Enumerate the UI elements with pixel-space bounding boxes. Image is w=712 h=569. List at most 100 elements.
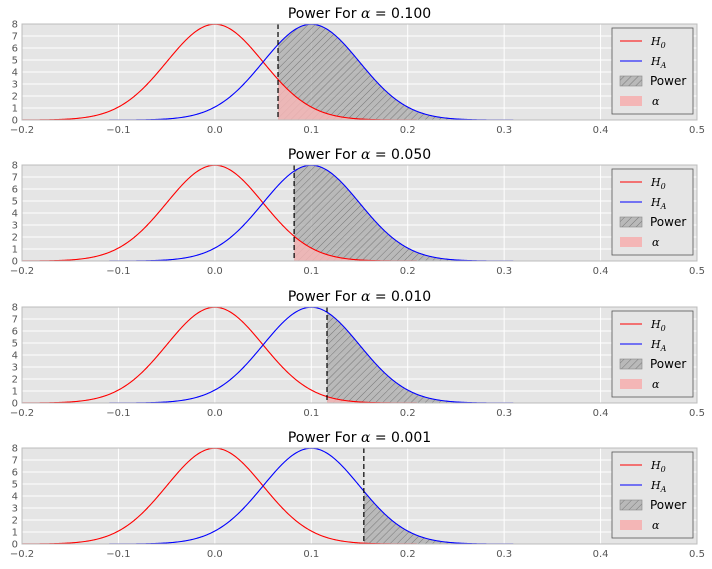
x-tick-label: 0.2: [400, 408, 416, 419]
x-tick-label: −0.2: [10, 266, 34, 277]
legend-label-main: H: [650, 479, 661, 492]
x-tick-label: 0.3: [496, 408, 512, 419]
title-alpha-symbol: α: [361, 147, 371, 163]
legend-swatch-alpha: [620, 237, 642, 247]
chart-2: Power For α = 0.010 −0.2 −0.1 0.0 0.1 0.2 0.3 0…: [10, 289, 705, 419]
legend-label-power: Power: [650, 498, 686, 512]
legend-label-h0: H0: [650, 459, 666, 474]
legend-swatch-power: [619, 216, 643, 228]
axes-frame: [21, 306, 698, 404]
legend-label-power: Power: [650, 357, 686, 371]
power-area: [363, 491, 697, 544]
y-tick-label: 2: [12, 375, 18, 386]
x-tick-label: −0.1: [106, 549, 130, 560]
legend-label-power: Power: [650, 215, 686, 229]
y-tick-label: 6: [12, 327, 18, 338]
x-tick-label: −0.2: [10, 549, 34, 560]
legend-label-main: H: [650, 35, 661, 48]
chart-title: Power For α = 0.010: [288, 289, 431, 305]
axes-frame: [21, 447, 698, 545]
y-tick-label: 6: [12, 468, 18, 479]
legend-label-ha: HA: [650, 55, 667, 70]
legend-label-main: H: [650, 196, 661, 209]
x-tick-label: 0.4: [593, 549, 609, 560]
legend-swatch-alpha: [620, 520, 642, 530]
x-tick-label: 0.0: [207, 125, 223, 136]
legend-label-power: Power: [650, 74, 686, 88]
legend-swatch-power: [619, 358, 643, 370]
legend-label-h0: H0: [650, 318, 666, 333]
y-tick-label: 4: [12, 351, 18, 362]
x-tick-label: 0.0: [207, 408, 223, 419]
y-tick-label: 0: [12, 540, 18, 551]
y-tick-label: 1: [12, 104, 18, 115]
y-tick-label: 3: [12, 80, 18, 91]
legend-label-sub: A: [660, 485, 667, 494]
x-tick-label: 0.4: [593, 125, 609, 136]
title-prefix: Power For: [288, 147, 361, 163]
title-prefix: Power For: [288, 6, 361, 22]
legend-label-alpha: α: [652, 236, 660, 249]
y-tick-label: 8: [12, 303, 18, 314]
legend-label-h0: H0: [650, 176, 666, 191]
legend-swatch-alpha: [620, 379, 642, 389]
y-tick-label: 2: [12, 92, 18, 103]
legend-label-sub: 0: [661, 324, 666, 333]
y-tick-label: 5: [12, 339, 18, 350]
title-prefix: Power For: [288, 289, 361, 305]
y-tick-label: 6: [12, 44, 18, 55]
y-tick-label: 5: [12, 197, 18, 208]
x-tick-label: 0.0: [207, 549, 223, 560]
y-tick-label: 7: [12, 315, 18, 326]
chart-title: Power For α = 0.001: [288, 430, 431, 446]
title-alpha-value: = 0.010: [370, 289, 431, 305]
x-tick-label: 0.3: [496, 125, 512, 136]
x-tick-label: 0.3: [496, 266, 512, 277]
legend-label-main: H: [650, 338, 661, 351]
y-tick-label: 0: [12, 116, 18, 127]
y-tick-label: 8: [12, 444, 18, 455]
legend-swatch-power: [619, 75, 643, 87]
axes-frame: [21, 23, 698, 121]
x-tick-label: 0.2: [400, 549, 416, 560]
x-tick-label: 0.1: [303, 408, 319, 419]
y-tick-label: 0: [12, 399, 18, 410]
x-tick-label: 0.0: [207, 266, 223, 277]
title-alpha-symbol: α: [361, 6, 371, 22]
y-tick-label: 4: [12, 209, 18, 220]
legend-label-alpha: α: [652, 95, 660, 108]
y-tick-label: 7: [12, 456, 18, 467]
x-tick-label: 0.1: [303, 266, 319, 277]
power-area: [294, 165, 697, 261]
legend-label-main: H: [650, 176, 661, 189]
x-tick-label: 0.2: [400, 125, 416, 136]
legend-label-ha: HA: [650, 479, 667, 494]
x-tick-label: 0.3: [496, 549, 512, 560]
legend-label-main: H: [650, 55, 661, 68]
legend-label-sub: A: [660, 202, 667, 211]
chart-title: Power For α = 0.050: [288, 147, 431, 163]
legend-label-h0: H0: [650, 35, 666, 50]
legend-label-sub: 0: [661, 182, 666, 191]
legend-label-ha: HA: [650, 196, 667, 211]
alpha-area: [278, 79, 697, 120]
title-alpha-value: = 0.001: [370, 430, 431, 446]
y-tick-label: 8: [12, 20, 18, 31]
axes-frame: [21, 164, 698, 262]
power-area: [278, 24, 697, 120]
y-tick-label: 1: [12, 528, 18, 539]
x-tick-label: 0.1: [303, 549, 319, 560]
legend-label-alpha: α: [652, 378, 660, 391]
legend-label-sub: A: [660, 61, 667, 70]
y-tick-label: 6: [12, 185, 18, 196]
y-tick-label: 3: [12, 221, 18, 232]
alpha-area: [294, 236, 697, 261]
y-tick-label: 2: [12, 233, 18, 244]
x-tick-label: 0.4: [593, 408, 609, 419]
chart-3: Power For α = 0.001 −0.2 −0.1 0.0 0.1 0.2 0.3 0…: [10, 430, 705, 560]
y-tick-label: 2: [12, 516, 18, 527]
